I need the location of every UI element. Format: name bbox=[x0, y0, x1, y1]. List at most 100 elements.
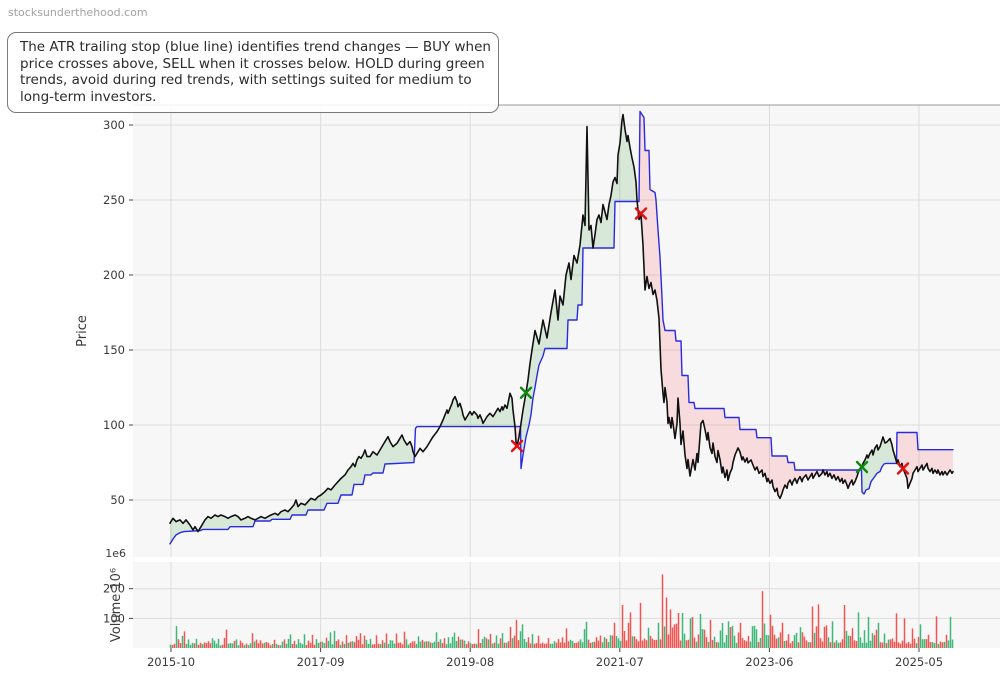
volume-bar bbox=[407, 644, 410, 648]
volume-bar bbox=[221, 644, 224, 648]
price-tick-label: 50 bbox=[110, 493, 125, 507]
volume-bar bbox=[323, 643, 326, 648]
volume-bar bbox=[793, 635, 796, 648]
volume-bar bbox=[897, 642, 900, 648]
volume-bar bbox=[389, 640, 392, 648]
volume-bar bbox=[691, 617, 694, 648]
volume-bar bbox=[227, 643, 230, 648]
volume-bar bbox=[603, 637, 606, 648]
volume-bar bbox=[209, 643, 212, 648]
volume-bar bbox=[869, 640, 872, 648]
volume-bar bbox=[733, 635, 736, 648]
volume-bar bbox=[401, 644, 404, 648]
volume-bar bbox=[449, 643, 452, 648]
volume-bar bbox=[757, 642, 760, 648]
volume-bar bbox=[571, 640, 574, 648]
volume-bar bbox=[637, 641, 640, 648]
volume-bar bbox=[563, 642, 566, 648]
volume-bar bbox=[383, 642, 386, 648]
volume-bar bbox=[277, 645, 280, 648]
volume-bar bbox=[435, 632, 438, 648]
volume-bar bbox=[601, 642, 604, 648]
volume-bar bbox=[613, 622, 616, 648]
volume-bar bbox=[767, 635, 770, 648]
volume-bar bbox=[347, 642, 350, 648]
volume-bar bbox=[631, 636, 634, 648]
volume-bar bbox=[815, 626, 818, 648]
volume-bar bbox=[201, 644, 204, 648]
volume-bar bbox=[893, 641, 896, 648]
volume-bar bbox=[763, 623, 766, 648]
volume-bar bbox=[851, 628, 854, 648]
volume-bar bbox=[675, 623, 678, 648]
volume-bar bbox=[725, 635, 728, 648]
volume-bar bbox=[607, 642, 610, 648]
volume-bar bbox=[285, 643, 288, 648]
volume-bar bbox=[699, 613, 702, 648]
volume-bar bbox=[797, 642, 800, 648]
volume-bar bbox=[275, 643, 278, 648]
volume-bar bbox=[717, 642, 720, 648]
volume-bar bbox=[371, 644, 374, 648]
volume-bar bbox=[909, 643, 912, 648]
volume-bar bbox=[243, 645, 246, 648]
x-tick-label: 2015-10 bbox=[147, 655, 195, 669]
volume-bar bbox=[721, 623, 724, 648]
volume-bar bbox=[527, 637, 530, 648]
volume-bar bbox=[229, 643, 232, 648]
volume-bar bbox=[749, 641, 752, 648]
volume-bar bbox=[651, 638, 654, 648]
volume-bar bbox=[271, 644, 274, 648]
volume-bar bbox=[865, 642, 868, 648]
volume-bar bbox=[533, 643, 536, 648]
volume-bar bbox=[337, 639, 340, 648]
volume-bar bbox=[625, 640, 628, 648]
volume-bar bbox=[565, 628, 568, 648]
volume-bar bbox=[913, 638, 916, 648]
x-tick-label: 2017-09 bbox=[297, 655, 345, 669]
volume-bar bbox=[787, 634, 790, 648]
volume-bar bbox=[441, 643, 444, 648]
volume-bar bbox=[799, 627, 802, 648]
volume-bar bbox=[701, 629, 704, 648]
volume-bar bbox=[463, 640, 466, 648]
volume-bar bbox=[369, 638, 372, 648]
volume-bar bbox=[573, 643, 576, 648]
volume-bar bbox=[839, 642, 842, 648]
volume-bar bbox=[499, 638, 502, 648]
volume-bar bbox=[621, 605, 624, 648]
volume-bar bbox=[665, 597, 668, 648]
volume-bar bbox=[927, 634, 930, 648]
volume-bar bbox=[297, 639, 300, 648]
volume-bar bbox=[235, 639, 238, 648]
volume-bar bbox=[225, 629, 228, 648]
volume-bar bbox=[411, 641, 414, 648]
volume-bar bbox=[475, 643, 478, 648]
volume-bar bbox=[403, 631, 406, 648]
volume-bar bbox=[639, 602, 642, 648]
volume-bar bbox=[727, 621, 730, 648]
volume-bar bbox=[203, 642, 206, 648]
volume-bar bbox=[703, 629, 706, 648]
volume-bar bbox=[689, 618, 692, 648]
volume-bar bbox=[351, 641, 354, 648]
volume-bar bbox=[889, 639, 892, 648]
volume-bar bbox=[461, 639, 464, 648]
volume-bar bbox=[547, 638, 550, 648]
volume-bar bbox=[445, 644, 448, 648]
volume-bar bbox=[917, 636, 920, 648]
volume-bar bbox=[473, 643, 476, 648]
volume-bar bbox=[551, 643, 554, 648]
volume-bar bbox=[505, 642, 508, 648]
volume-bar bbox=[541, 642, 544, 648]
volume-bar bbox=[329, 632, 332, 648]
volume-bar bbox=[417, 636, 420, 648]
volume-bar bbox=[947, 640, 950, 648]
volume-bar bbox=[641, 640, 644, 648]
volume-bar bbox=[387, 643, 390, 648]
volume-bar bbox=[535, 643, 538, 648]
price-axis-label: Price bbox=[75, 315, 90, 347]
volume-bar bbox=[537, 635, 540, 648]
volume-bar bbox=[849, 635, 852, 648]
volume-bar bbox=[433, 641, 436, 648]
